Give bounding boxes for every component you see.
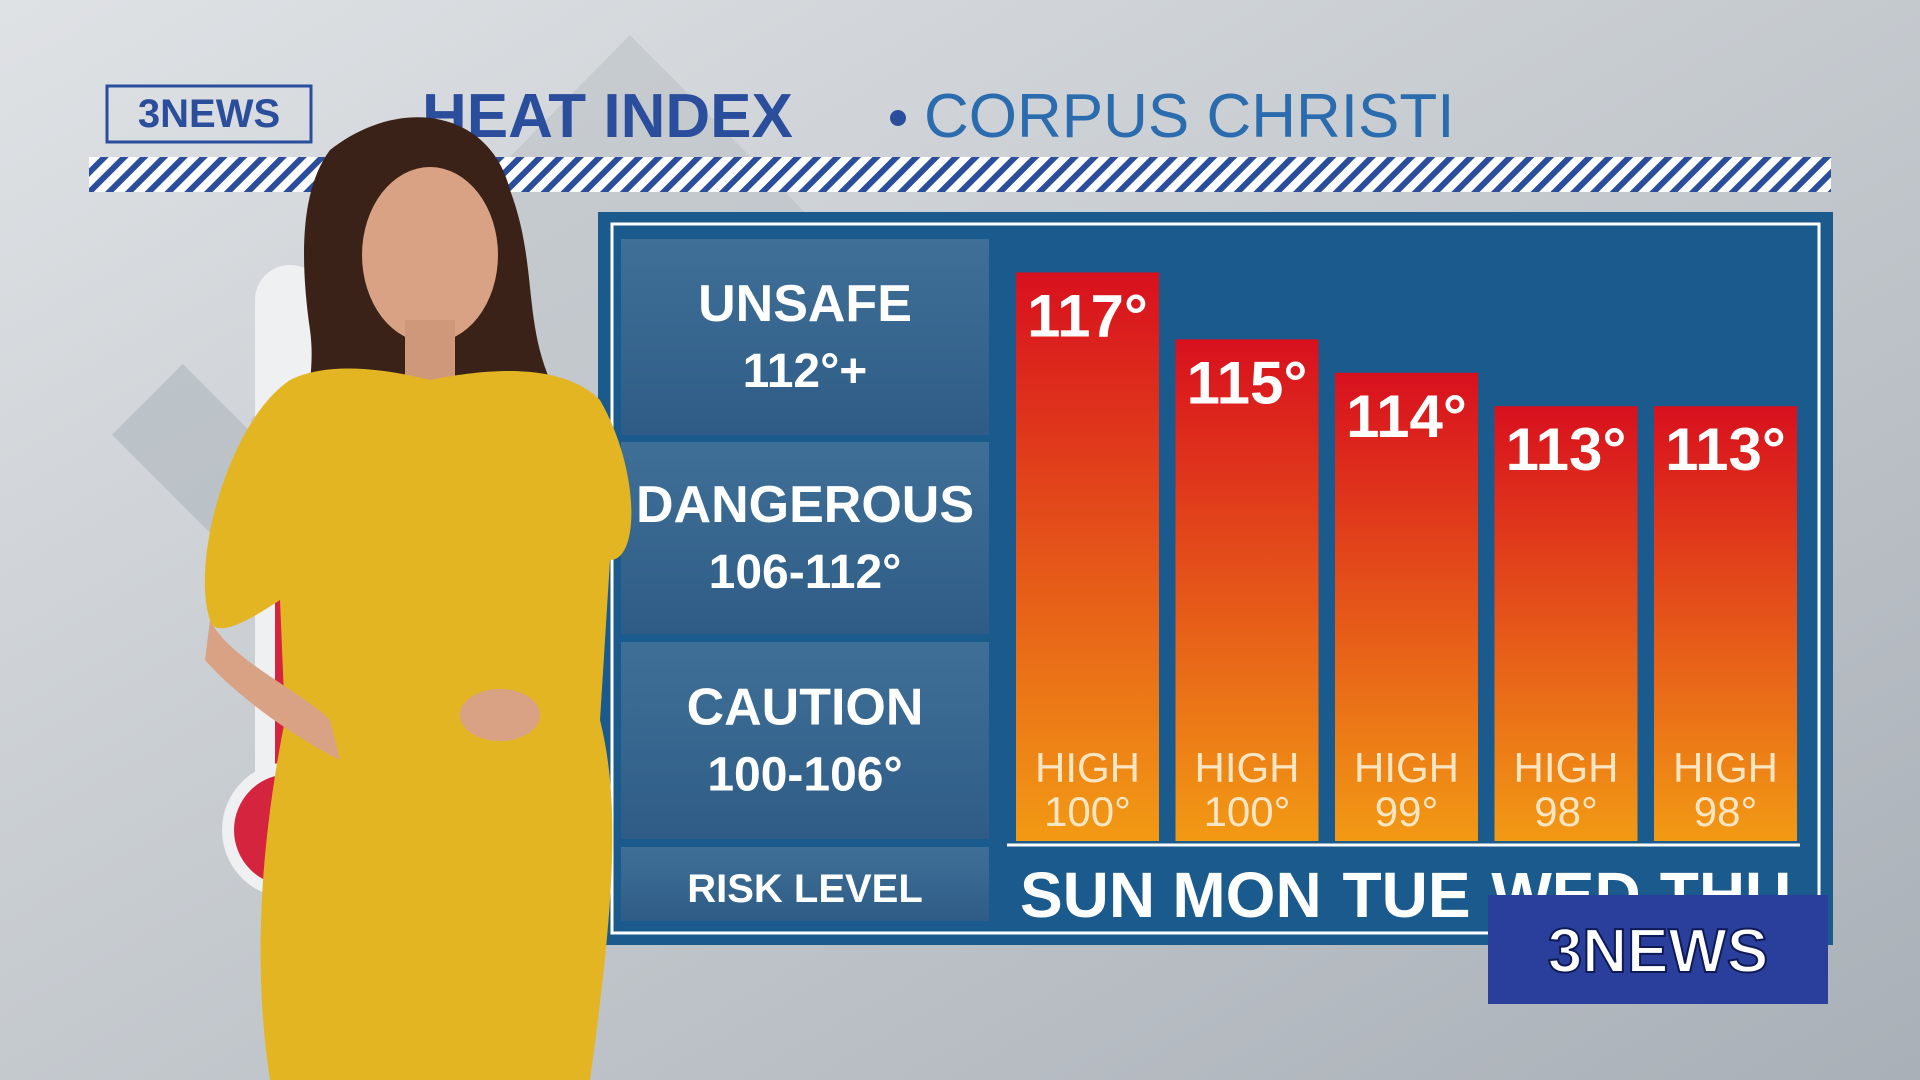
high-value: 99° <box>1375 788 1439 835</box>
value-label: 113° <box>1665 416 1786 483</box>
risk-box <box>621 847 989 921</box>
risk-range: 100-106° <box>707 749 902 802</box>
value-label: 117° <box>1027 282 1148 349</box>
x-tick-label: TUE <box>1343 859 1471 931</box>
logo: 3NEWS <box>138 92 280 136</box>
bar <box>1654 406 1797 841</box>
chart-subtitle: CORPUS CHRISTI <box>924 82 1454 151</box>
value-label: 114° <box>1346 383 1467 450</box>
risk-range: 112°+ <box>743 345 868 398</box>
title-separator <box>890 110 906 126</box>
value-label: 113° <box>1506 416 1627 483</box>
high-label: HIGH <box>1514 744 1619 791</box>
high-value: 100° <box>1204 788 1291 835</box>
high-value: 100° <box>1044 788 1131 835</box>
high-label: HIGH <box>1035 744 1140 791</box>
chart-title: HEAT INDEX <box>422 82 793 151</box>
high-label: HIGH <box>1354 744 1459 791</box>
risk-header: RISK LEVEL <box>687 867 923 911</box>
risk-box <box>621 642 989 839</box>
high-label: HIGH <box>1195 744 1300 791</box>
risk-box <box>621 442 989 634</box>
logo-box <box>105 84 313 144</box>
high-label: HIGH <box>1673 744 1778 791</box>
risk-label: CAUTION <box>687 679 924 737</box>
value-label: 115° <box>1187 349 1308 416</box>
bar <box>1016 272 1159 841</box>
presenter <box>204 117 632 1080</box>
x-tick-label: SUN <box>1020 859 1155 931</box>
bar <box>1175 339 1319 841</box>
risk-label: UNSAFE <box>698 275 912 333</box>
bar <box>1494 406 1638 841</box>
chart: UNSAFE 112°+ DANGEROUS 106-112° CAUTION 100-1… <box>621 239 1800 931</box>
risk-box <box>621 239 989 435</box>
high-value: 98° <box>1694 788 1758 835</box>
x-tick-label: MON <box>1172 859 1321 931</box>
risk-label: DANGEROUS <box>636 476 974 534</box>
station-logo: 3NEWS <box>1548 917 1768 986</box>
risk-range: 106-112° <box>709 546 902 599</box>
panel-border <box>610 222 1821 935</box>
high-value: 98° <box>1534 788 1598 835</box>
bar <box>1335 372 1478 841</box>
station-bug <box>1488 895 1828 1004</box>
